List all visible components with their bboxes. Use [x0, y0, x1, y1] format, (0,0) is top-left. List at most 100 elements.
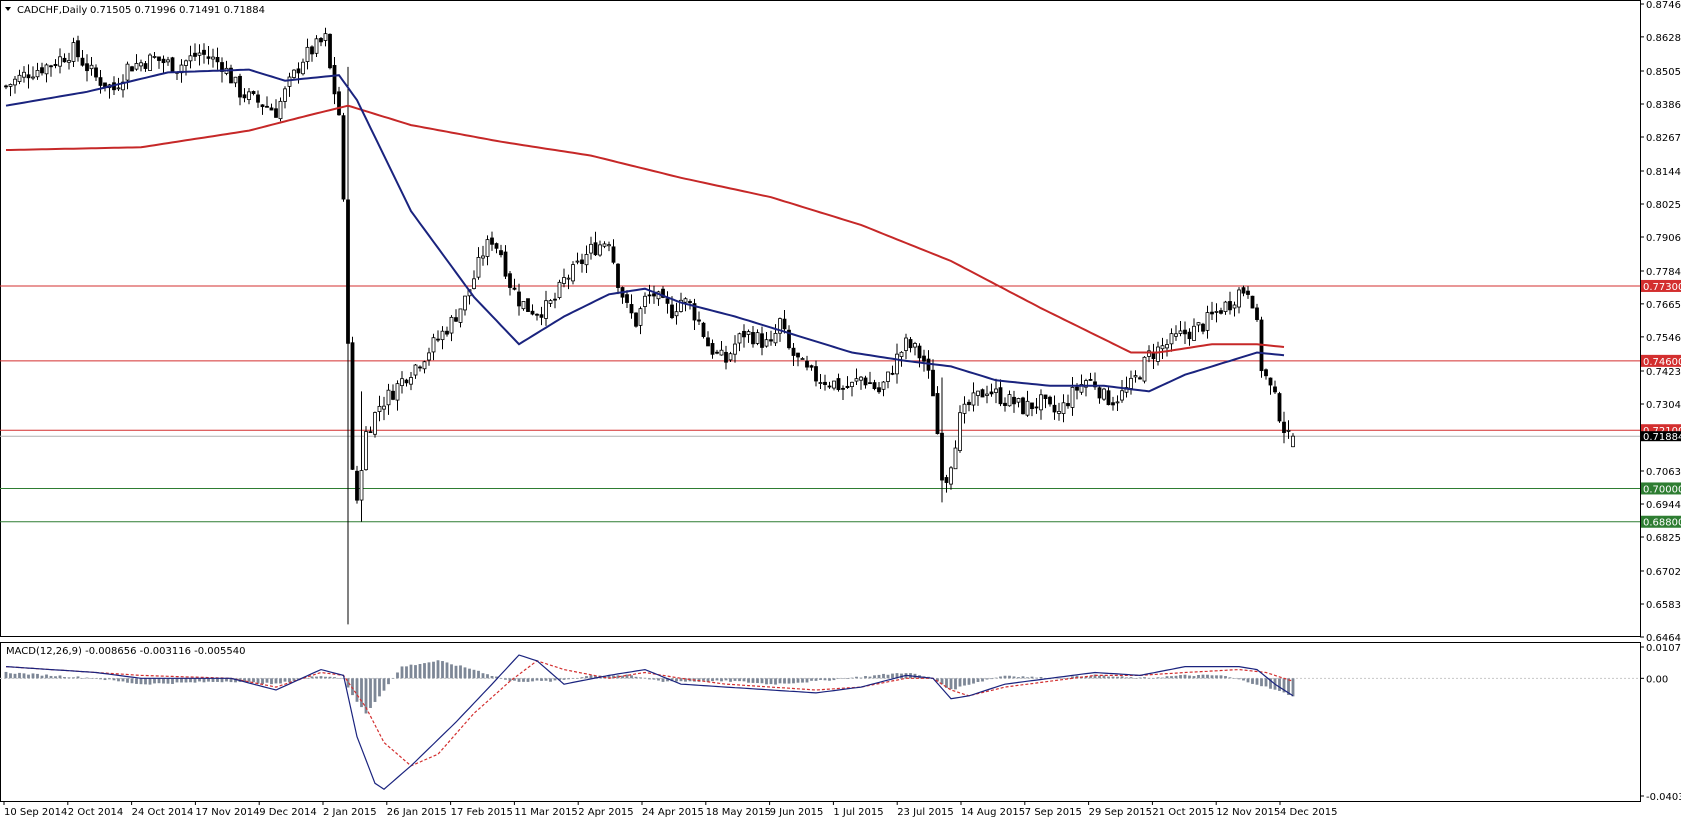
macd-histogram-bar [423, 663, 426, 679]
macd-histogram-bar [1282, 678, 1286, 693]
candle-body [562, 277, 566, 284]
candle-body [832, 380, 836, 389]
candle-body [908, 339, 913, 349]
macd-histogram-bar [427, 662, 431, 679]
date-tick-label: 11 Mar 2015 [514, 807, 577, 818]
macd-histogram-bar [981, 678, 984, 682]
macd-histogram-bar [1138, 677, 1142, 679]
macd-histogram-bar [621, 675, 624, 679]
candle-body [652, 293, 656, 297]
macd-tick-label: -0.040336 [1646, 792, 1681, 803]
candle-body [1106, 390, 1111, 406]
macd-histogram-bar [342, 678, 345, 679]
candle-body [1070, 386, 1075, 408]
candle-body [373, 412, 377, 435]
candle-body [400, 378, 404, 387]
macd-histogram-bar [792, 678, 795, 684]
candle-body [544, 300, 548, 319]
date-tick-label: 1 Jul 2015 [833, 807, 883, 818]
date-tick-label: 12 Nov 2015 [1216, 807, 1280, 818]
macd-histogram-bar [1269, 678, 1272, 689]
level-label-bg [1641, 354, 1681, 367]
candle-body [787, 329, 791, 349]
macd-histogram-bar [562, 678, 566, 680]
candle-body [17, 74, 22, 82]
macd-histogram-bar [558, 678, 561, 681]
macd-histogram-bar [990, 678, 993, 680]
macd-histogram-bar [715, 678, 719, 681]
candle-body [1187, 331, 1192, 340]
macd-histogram-bar [940, 678, 944, 685]
candle-body [1012, 396, 1016, 405]
candle-body [395, 383, 400, 401]
macd-histogram-bar [684, 678, 687, 682]
candle-body [719, 349, 724, 356]
candle-body [985, 393, 989, 396]
macd-histogram-bar [499, 678, 503, 679]
candle-body [481, 255, 485, 259]
macd-histogram-bar [1219, 675, 1223, 679]
candle-body [1016, 398, 1021, 403]
macd-histogram-bar [666, 678, 669, 682]
macd-histogram-bar [877, 674, 881, 679]
macd-histogram-bar [1251, 678, 1254, 684]
macd-histogram-bar [171, 678, 174, 684]
macd-histogram-bar [468, 668, 471, 679]
date-tick-label: 17 Feb 2015 [451, 807, 513, 818]
macd-histogram-bar [216, 678, 219, 682]
candle-body [125, 63, 130, 81]
chart-header[interactable]: CADCHF,Daily 0.71505 0.71996 0.71491 0.7… [5, 5, 265, 16]
macd-histogram-bar [855, 676, 858, 679]
candle-body [782, 318, 787, 330]
macd-histogram-bar [409, 664, 413, 679]
macd-histogram-bar [612, 675, 615, 679]
candle-body [665, 298, 670, 304]
candle-body [242, 94, 247, 99]
macd-histogram-bar [778, 678, 782, 684]
candle-body [994, 388, 998, 393]
candle-body [949, 467, 953, 485]
candle-body [49, 65, 53, 68]
candle-body [940, 432, 944, 481]
price-tick-label: 0.81445 [1646, 167, 1681, 178]
candle-body [818, 382, 823, 384]
candle-body [1084, 380, 1088, 388]
candle-body [1178, 330, 1183, 334]
macd-histogram-bar [1084, 676, 1088, 679]
macd-histogram-bar [1291, 678, 1295, 697]
macd-histogram-bar [90, 678, 93, 679]
candle-body [899, 351, 904, 357]
macd-histogram-bar [472, 669, 476, 679]
candle-body [962, 403, 967, 414]
macd-histogram-bar [414, 665, 417, 679]
candle-body [1183, 329, 1187, 335]
candle-body [566, 277, 571, 280]
candle-body [868, 382, 872, 385]
candle-body [733, 343, 737, 355]
macd-histogram-bar [945, 678, 948, 688]
candle-body [616, 263, 620, 288]
candle-body [1075, 386, 1079, 391]
macd-histogram-bar [18, 672, 21, 679]
macd-histogram-bar [949, 678, 953, 690]
macd-histogram-bar [139, 678, 143, 685]
macd-histogram-bar [324, 676, 327, 679]
candle-body [1201, 323, 1205, 332]
date-tick-label: 2 Apr 2015 [578, 807, 633, 818]
ma-slow-line [6, 104, 1285, 354]
triangle-down-icon[interactable] [5, 7, 11, 11]
macd-histogram-bar [67, 677, 71, 679]
candle-body [8, 84, 13, 87]
candle-body [134, 63, 139, 70]
candle-body [323, 33, 328, 41]
macd-histogram-bar [13, 673, 17, 679]
candle-body [1133, 375, 1138, 378]
candle-body [742, 330, 746, 338]
macd-header: MACD(12,26,9) -0.008656 -0.003116 -0.005… [6, 646, 245, 657]
candle-body [233, 76, 238, 84]
macd-histogram-bar [9, 673, 12, 679]
candle-body [377, 405, 382, 412]
